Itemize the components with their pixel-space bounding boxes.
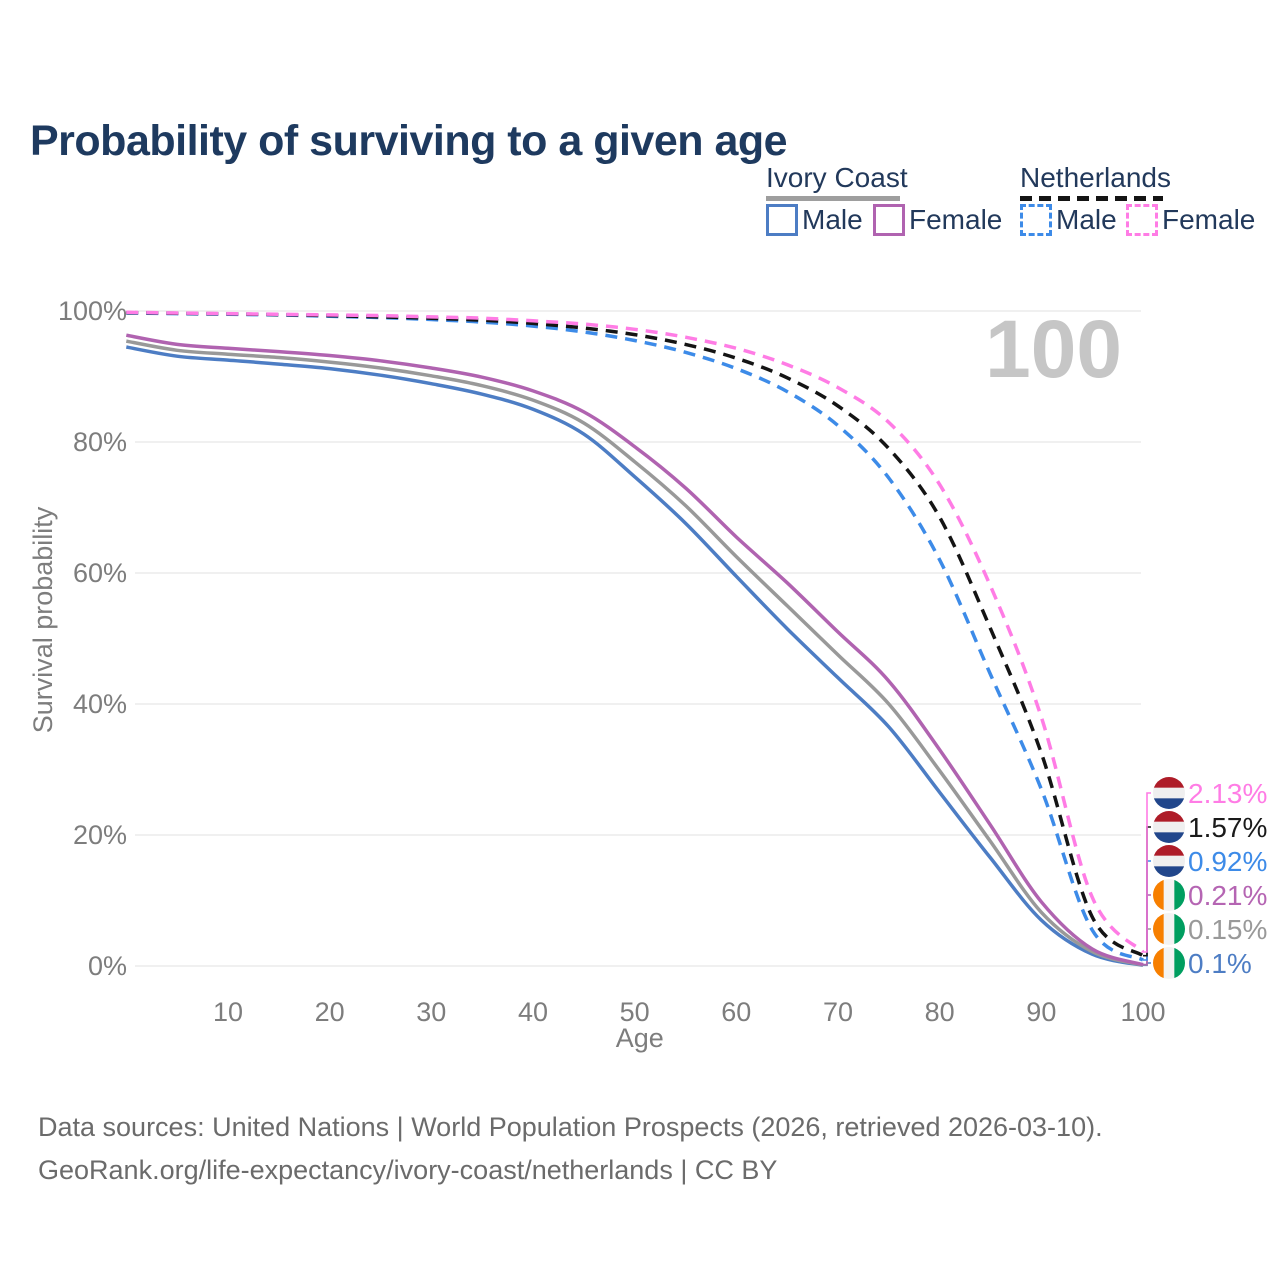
netherlands-flag-icon xyxy=(1153,777,1185,809)
netherlands-flag-icon xyxy=(1153,845,1185,877)
legend-item-label: Male xyxy=(802,204,863,235)
end-value-label: 0.1% xyxy=(1188,948,1252,979)
x-tick-label: 40 xyxy=(518,997,548,1027)
curve-netherlands-male xyxy=(126,311,1144,962)
ivory-coast-female-swatch-icon xyxy=(873,204,905,236)
legend-item-label: Male xyxy=(1056,204,1117,235)
x-tick-label: 30 xyxy=(416,997,446,1027)
x-tick-label: 10 xyxy=(213,997,243,1027)
x-tick-label: 100 xyxy=(1120,997,1165,1027)
legend-item-netherlands-female: Female xyxy=(1126,204,1255,236)
ivory-coast-male-swatch-icon xyxy=(766,204,798,236)
ivory-coast-flag-icon xyxy=(1153,879,1185,911)
chart-footer: Data sources: United Nations | World Pop… xyxy=(38,1106,1103,1192)
x-tick-label: 20 xyxy=(315,997,345,1027)
legend-item-netherlands-male: Male xyxy=(1020,204,1117,236)
legend-item-ivory-coast-female: Female xyxy=(873,204,1002,236)
y-tick-label: 20% xyxy=(73,820,127,850)
end-value-label: 2.13% xyxy=(1188,778,1267,809)
page-title: Probability of surviving to a given age xyxy=(30,116,788,165)
legend-item-label: Female xyxy=(1162,204,1256,235)
legend-group-netherlands-title: Netherlands xyxy=(1020,162,1171,193)
netherlands-flag-icon xyxy=(1153,811,1185,843)
footer-attribution: GeoRank.org/life-expectancy/ivory-coast/… xyxy=(38,1155,778,1185)
netherlands-line-swatch xyxy=(1020,196,1163,201)
x-tick-label: 90 xyxy=(1026,997,1056,1027)
y-axis-title: Survival probability xyxy=(28,506,58,733)
watermark-max-age: 100 xyxy=(985,304,1122,395)
netherlands-female-swatch-icon xyxy=(1126,204,1158,236)
curve-ivory-coast-female xyxy=(125,333,1144,967)
ivory-coast-flag-icon xyxy=(1153,947,1185,979)
y-tick-label: 100% xyxy=(58,296,127,326)
legend-item-ivory-coast-male: Male xyxy=(766,204,863,236)
curve-netherlands-female xyxy=(126,310,1145,954)
y-tick-label: 40% xyxy=(73,689,127,719)
y-tick-label: 60% xyxy=(73,558,127,588)
x-tick-label: 80 xyxy=(925,997,955,1027)
ivory-coast-flag-icon xyxy=(1153,913,1185,945)
netherlands-male-swatch-icon xyxy=(1020,204,1052,236)
curve-ivory-coast-both xyxy=(125,339,1144,967)
footer-data-sources: Data sources: United Nations | World Pop… xyxy=(38,1112,1103,1142)
end-label-leader xyxy=(1143,792,1151,953)
x-tick-label: 50 xyxy=(620,997,650,1027)
x-axis-title: Age xyxy=(616,1023,664,1053)
curve-ivory-coast-male xyxy=(125,345,1144,968)
x-tick-label: 60 xyxy=(721,997,751,1027)
end-value-label: 0.21% xyxy=(1188,880,1267,911)
y-tick-label: 0% xyxy=(88,951,127,981)
end-value-label: 1.57% xyxy=(1188,812,1267,843)
ivory-coast-line-swatch xyxy=(766,196,900,201)
legend-item-label: Female xyxy=(909,204,1003,235)
end-value-label: 0.92% xyxy=(1188,846,1267,877)
legend-group-ivory-coast-title: Ivory Coast xyxy=(766,162,908,193)
y-tick-label: 80% xyxy=(73,427,127,457)
end-value-label: 0.15% xyxy=(1188,914,1267,945)
x-tick-label: 70 xyxy=(823,997,853,1027)
